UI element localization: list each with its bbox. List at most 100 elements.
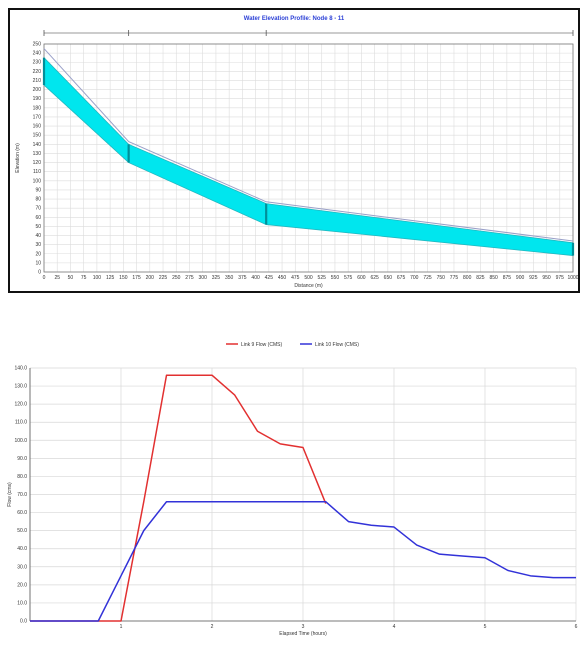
elevation-profile-chart: Water Elevation Profile: Node 8 - 11 Ele… — [8, 8, 580, 293]
x-tick-label: 975 — [556, 275, 565, 281]
y-tick-label: 20.0 — [17, 582, 27, 588]
y-tick-label: 50 — [35, 224, 41, 230]
legend: Link 9 Flow (CMS) Link 10 Flow (CMS) — [226, 342, 359, 348]
y-tick-label: 200 — [33, 87, 42, 93]
channel-bottom-edge — [43, 84, 574, 256]
y-tick-label: 60.0 — [17, 510, 27, 516]
x-tick-label: 450 — [278, 275, 287, 281]
y-tick-label: 0.0 — [20, 619, 27, 625]
x-tick-label: 800 — [463, 275, 472, 281]
y-tick-label: 10 — [35, 260, 41, 266]
x-tick-label: 350 — [225, 275, 234, 281]
x-tick-label: 500 — [304, 275, 313, 281]
x-tick-label: 425 — [265, 275, 274, 281]
y-tick-label: 40.0 — [17, 546, 27, 552]
x-tick-label: 925 — [529, 275, 538, 281]
y-tick-label: 80 — [35, 197, 41, 203]
x-tick-label: 150 — [119, 275, 128, 281]
x-tick-label: 625 — [370, 275, 379, 281]
plot-frame — [43, 43, 574, 273]
x-tick-label: 325 — [212, 275, 221, 281]
y-tick-label: 130 — [33, 151, 42, 157]
y-tick-label: 140 — [33, 142, 42, 148]
x-tick-label: 275 — [185, 275, 194, 281]
y-tick-label: 50.0 — [17, 528, 27, 534]
grid — [29, 367, 577, 622]
y-tick-label: 160 — [33, 124, 42, 130]
ground-profile-line — [43, 48, 574, 242]
y-tick-label: 220 — [33, 69, 42, 75]
water-band — [44, 57, 573, 256]
x-tick-label: 875 — [503, 275, 512, 281]
y-tick-label: 240 — [33, 51, 42, 57]
y-tick-label: 110 — [33, 169, 41, 175]
x-tick-label: 5 — [484, 624, 487, 630]
y-tick-label: 140.0 — [14, 366, 27, 372]
y-tick-label: 120 — [33, 160, 42, 166]
y-tick-label: 70.0 — [17, 492, 27, 498]
x-tick-label: 2 — [211, 624, 214, 630]
y-tick-label: 60 — [35, 215, 41, 221]
y-tick-label: 180 — [33, 105, 42, 111]
y-tick-label: 90 — [35, 187, 41, 193]
water-surface-edge — [43, 57, 574, 244]
x-tick-label: 825 — [476, 275, 485, 281]
y-tick-label: 80.0 — [17, 474, 27, 480]
x-tick-label: 550 — [331, 275, 340, 281]
x-tick-label: 375 — [238, 275, 247, 281]
x-tick-label: 6 — [575, 624, 578, 630]
y-tick-label: 10.0 — [17, 600, 27, 606]
y-tick-label: 120.0 — [14, 402, 27, 408]
y-tick-label: 30.0 — [17, 564, 27, 570]
y-tick-label: 170 — [33, 114, 42, 120]
x-tick-label: 400 — [251, 275, 260, 281]
y-tick-label: 40 — [35, 233, 41, 239]
x-tick-label: 900 — [516, 275, 525, 281]
x-tick-label: 650 — [384, 275, 393, 281]
x-tick-label: 300 — [199, 275, 208, 281]
x-tick-label: 750 — [437, 275, 446, 281]
x-tick-label: 175 — [132, 275, 141, 281]
x-tick-label: 950 — [542, 275, 551, 281]
x-axis-label: Elapsed Time (hours) — [279, 631, 327, 637]
y-axis-label: Elevation (m) — [15, 143, 21, 173]
y-tick-label: 150 — [33, 133, 42, 139]
series-line-link-9 — [30, 374, 327, 622]
flow-hydrograph-chart: Link 9 Flow (CMS) Link 10 Flow (CMS) Flo… — [4, 334, 582, 644]
x-tick-label: 125 — [106, 275, 115, 281]
x-tick-label: 0 — [43, 275, 46, 281]
x-tick-label: 200 — [146, 275, 155, 281]
y-tick-label: 110.0 — [15, 420, 27, 426]
x-axis-label: Distance (m) — [294, 283, 323, 289]
y-tick-label: 100.0 — [14, 438, 27, 444]
y-tick-label: 100 — [33, 178, 42, 184]
x-tick-label: 725 — [423, 275, 432, 281]
x-tick-label: 50 — [68, 275, 74, 281]
y-axis-label: Flow (cms) — [7, 482, 13, 507]
y-tick-label: 230 — [33, 60, 42, 66]
x-tick-label: 525 — [318, 275, 327, 281]
x-tick-label: 25 — [54, 275, 60, 281]
x-tick-label: 1000 — [567, 275, 578, 281]
y-tick-label: 130.0 — [14, 384, 27, 390]
x-tick-label: 475 — [291, 275, 300, 281]
series-line-link-10 — [30, 500, 576, 622]
y-tick-label: 0 — [38, 270, 41, 276]
x-tick-label: 600 — [357, 275, 366, 281]
x-tick-label: 3 — [302, 624, 305, 630]
x-tick-label: 250 — [172, 275, 181, 281]
y-tick-label: 30 — [35, 242, 41, 248]
y-tick-label: 90.0 — [17, 456, 27, 462]
x-tick-label: 100 — [93, 275, 102, 281]
x-tick-label: 775 — [450, 275, 459, 281]
y-tick-label: 210 — [33, 78, 42, 84]
y-tick-label: 250 — [33, 42, 42, 48]
x-tick-label: 850 — [489, 275, 498, 281]
x-tick-label: 75 — [81, 275, 87, 281]
x-tick-label: 675 — [397, 275, 406, 281]
x-tick-label: 225 — [159, 275, 168, 281]
y-tick-label: 70 — [35, 206, 41, 212]
legend-label-link-10: Link 10 Flow (CMS) — [315, 342, 359, 348]
x-tick-label: 4 — [393, 624, 396, 630]
chart-title: Water Elevation Profile: Node 8 - 11 — [244, 16, 345, 22]
